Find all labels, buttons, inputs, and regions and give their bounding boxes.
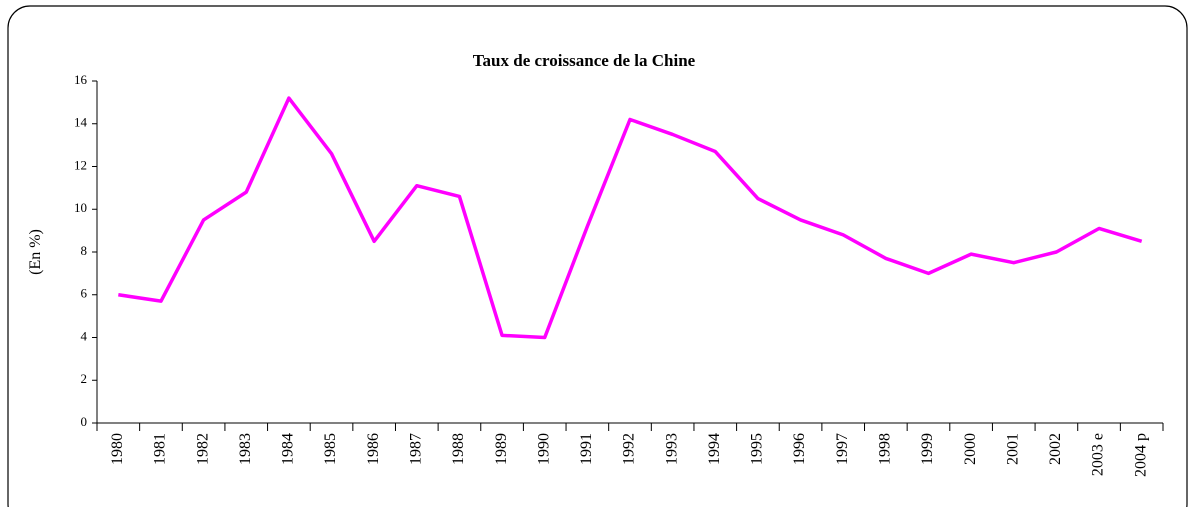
x-tick-label: 1999 xyxy=(919,433,936,465)
y-tick-label: 2 xyxy=(81,371,88,386)
x-tick-label: 2000 xyxy=(962,433,979,465)
x-tick-label: 1982 xyxy=(194,433,211,465)
y-tick-label: 0 xyxy=(81,414,88,429)
y-axis-label: (En %) xyxy=(27,229,44,275)
x-tick-label: 1980 xyxy=(109,433,126,465)
x-tick-label: 1995 xyxy=(749,433,766,465)
x-tick-label: 1987 xyxy=(407,433,424,465)
x-tick-label: 1990 xyxy=(535,433,552,465)
data-line xyxy=(118,96,1143,340)
x-tick-label: 1994 xyxy=(706,433,723,465)
x-tick-label: 1993 xyxy=(663,433,680,465)
y-tick-label: 6 xyxy=(81,286,88,301)
x-tick-label: 1991 xyxy=(578,433,595,465)
x-tick-label: 1985 xyxy=(322,433,339,465)
x-tick-label: 1989 xyxy=(493,433,510,465)
x-tick-label: 2003 e xyxy=(1090,433,1107,476)
chart-title: Taux de croissance de la Chine xyxy=(473,51,696,70)
y-tick-label: 14 xyxy=(74,115,88,130)
chart-frame xyxy=(7,5,1188,507)
x-tick-label: 1998 xyxy=(877,433,894,465)
x-tick-label: 1986 xyxy=(365,433,382,465)
x-tick-label: 1992 xyxy=(621,433,638,465)
y-tick-label: 10 xyxy=(74,200,87,215)
y-tick-label: 12 xyxy=(74,157,87,172)
y-tick-label: 4 xyxy=(81,328,88,343)
x-tick-label: 2002 xyxy=(1047,433,1064,465)
y-tick-label: 8 xyxy=(81,243,88,258)
x-tick-label: 1981 xyxy=(152,433,169,465)
x-tick-label: 2004 p xyxy=(1132,433,1149,477)
x-tick-label: 1984 xyxy=(280,433,297,465)
x-tick-label: 1983 xyxy=(237,433,254,465)
x-tick-label: 1997 xyxy=(834,433,851,465)
x-tick-label: 1996 xyxy=(791,433,808,465)
x-tick-label: 2001 xyxy=(1004,433,1021,465)
y-tick-label: 16 xyxy=(74,72,88,87)
x-tick-label: 1988 xyxy=(450,433,467,465)
